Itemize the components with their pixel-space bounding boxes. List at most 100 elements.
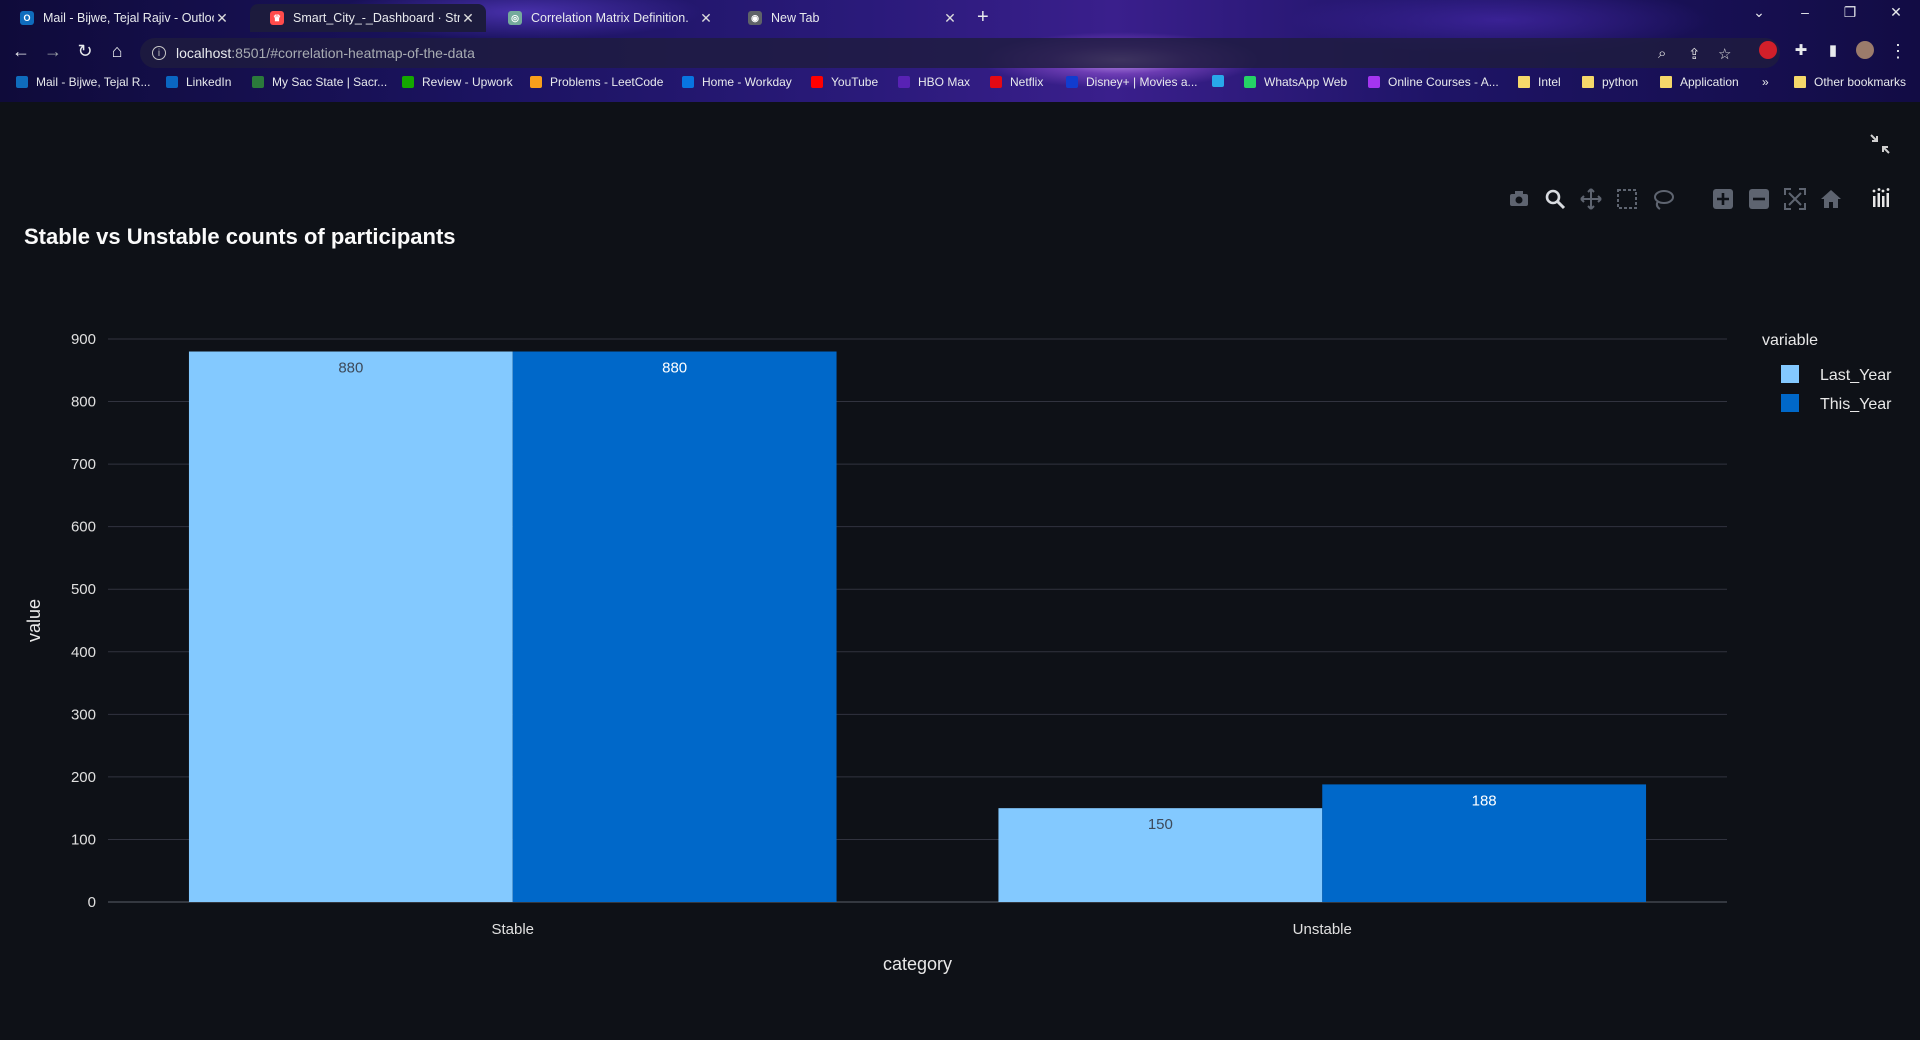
bookmark-label: WhatsApp Web xyxy=(1264,75,1348,89)
profile-avatar[interactable] xyxy=(1856,41,1874,59)
bar-this-year xyxy=(512,351,837,902)
bookmark-item[interactable]: LinkedIn xyxy=(166,75,231,89)
browser-tab[interactable]: O Mail - Bijwe, Tejal Rajiv - Outlook ✕ xyxy=(0,4,240,32)
bookmark-item[interactable]: Home - Workday xyxy=(682,75,792,89)
reload-icon[interactable]: ↻ xyxy=(77,41,93,61)
bookmark-label: LinkedIn xyxy=(186,75,232,89)
address-bar[interactable]: i localhost:8501/#correlation-heatmap-of… xyxy=(140,38,1780,68)
chrome-icon: ◉ xyxy=(748,11,762,25)
data-label: 150 xyxy=(1148,816,1173,833)
bookmark-item[interactable]: Netflix xyxy=(990,75,1043,89)
plotly-modebar xyxy=(1500,186,1910,216)
bookmark-item[interactable]: Mail - Bijwe, Tejal R... xyxy=(16,75,150,89)
browser-toolbar: ← → ↻ ⌂ i localhost:8501/#correlation-he… xyxy=(0,36,1920,68)
pan-icon[interactable] xyxy=(1578,186,1604,212)
home-icon[interactable]: ⌂ xyxy=(111,41,123,61)
zoom-in-icon[interactable] xyxy=(1710,186,1736,212)
close-tab-icon[interactable]: ✕ xyxy=(462,9,474,26)
autoscale-icon[interactable] xyxy=(1782,186,1808,212)
zoom-out-icon[interactable] xyxy=(1746,186,1772,212)
back-icon[interactable]: ← xyxy=(12,41,30,61)
tab-label: Mail - Bijwe, Tejal Rajiv - Outlook xyxy=(43,11,214,25)
bookmark-item[interactable]: WhatsApp Web xyxy=(1244,75,1347,89)
close-tab-icon[interactable]: ✕ xyxy=(700,9,712,26)
browser-chrome: O Mail - Bijwe, Tejal Rajiv - Outlook ✕ ♛ Sm… xyxy=(0,0,1920,102)
forward-icon[interactable]: → xyxy=(44,41,62,61)
legend-title: variable xyxy=(1762,332,1818,349)
bookmark-label: Home - Workday xyxy=(702,75,792,89)
bookmark-item[interactable]: Online Courses - A... xyxy=(1368,75,1499,89)
onedrive-icon xyxy=(1212,75,1224,87)
close-window-icon[interactable]: ✕ xyxy=(1890,4,1902,20)
browser-tab[interactable]: ◎ Correlation Matrix Definition. ✕ xyxy=(488,4,724,32)
menu-kebab-icon[interactable]: ⋮ xyxy=(1889,41,1907,61)
bookmark-label: python xyxy=(1602,75,1639,89)
bookmark-item[interactable]: Disney+ | Movies a... xyxy=(1066,75,1198,89)
y-tick-label: 400 xyxy=(71,644,96,661)
share-icon[interactable]: ⇪ xyxy=(1688,46,1701,63)
bookmark-item[interactable]: python xyxy=(1582,75,1638,89)
bookmark-item[interactable]: Intel xyxy=(1518,75,1561,89)
plotly-logo-icon[interactable] xyxy=(1868,186,1894,212)
bar-chart: 880 880 150 188 0 100 200 300 400 500 600 700 800 90… xyxy=(24,331,1892,974)
other-bookmarks-folder[interactable]: Other bookmarks xyxy=(1794,75,1906,89)
bar-this-year xyxy=(1322,784,1647,902)
bookmark-label: Problems - LeetCode xyxy=(550,75,664,89)
close-tab-icon[interactable]: ✕ xyxy=(216,9,228,26)
camera-icon[interactable] xyxy=(1506,186,1532,212)
bookmark-label: Disney+ | Movies a... xyxy=(1086,75,1198,89)
folder-icon xyxy=(1794,76,1806,88)
restore-icon[interactable]: ❐ xyxy=(1843,4,1857,20)
bookmark-item[interactable]: My Sac State | Sacr... xyxy=(252,75,387,89)
new-tab-button[interactable]: + xyxy=(977,6,989,28)
bookmark-item[interactable]: Application xyxy=(1660,75,1739,89)
y-tick-label: 0 xyxy=(88,894,96,911)
zoom-indicator-icon[interactable]: ⌕ xyxy=(1658,45,1667,62)
legend-item-label: Last_Year xyxy=(1820,367,1892,384)
site-info-icon[interactable]: i xyxy=(152,46,166,60)
bookmark-item[interactable]: YouTube xyxy=(811,75,878,89)
box-select-icon[interactable] xyxy=(1614,186,1640,212)
more-bookmarks-button[interactable]: » xyxy=(1762,75,1769,89)
sac-state-icon xyxy=(252,76,264,88)
close-tab-icon[interactable]: ✕ xyxy=(944,9,956,26)
streamlit-page: Stable vs Unstable counts of participant… xyxy=(0,102,1920,1040)
data-labels: 880 880 150 188 xyxy=(338,360,1496,834)
reset-axes-icon[interactable] xyxy=(1818,186,1844,212)
tab-label: New Tab xyxy=(771,11,820,25)
lasso-select-icon[interactable] xyxy=(1650,186,1676,212)
y-tick-label: 100 xyxy=(71,831,96,848)
address-host: localhost xyxy=(176,45,232,61)
legend: variable Last_Year This_Year xyxy=(1762,332,1892,413)
bookmark-item[interactable]: Review - Upwork xyxy=(402,75,513,89)
extensions-puzzle-icon[interactable]: ✚ xyxy=(1794,42,1808,59)
exit-fullscreen-icon[interactable] xyxy=(1868,132,1892,156)
y-axis-title: value xyxy=(24,599,44,642)
tab-label: Smart_City_-_Dashboard · Stream xyxy=(293,11,460,25)
upwork-icon xyxy=(402,76,414,88)
bookmark-item[interactable] xyxy=(1212,75,1232,87)
zoom-icon[interactable] xyxy=(1542,186,1568,212)
y-tick-label: 300 xyxy=(71,706,96,723)
minimize-icon[interactable]: – xyxy=(1801,4,1809,20)
workday-icon xyxy=(682,76,694,88)
bookmark-item[interactable]: Problems - LeetCode xyxy=(530,75,663,89)
browser-tab[interactable]: ♛ Smart_City_-_Dashboard · Stream✕ xyxy=(250,4,486,32)
y-tick-label: 200 xyxy=(71,769,96,786)
tab-search-icon[interactable]: ⌄ xyxy=(1753,4,1765,20)
data-label: 880 xyxy=(338,360,363,377)
bookmark-label: HBO Max xyxy=(918,75,971,89)
bookmark-item[interactable]: HBO Max xyxy=(898,75,970,89)
y-tick-label: 700 xyxy=(71,456,96,473)
legend-item-label: This_Year xyxy=(1820,396,1892,413)
extension-icon[interactable] xyxy=(1759,41,1777,59)
folder-icon xyxy=(1518,76,1530,88)
x-tick-label: Unstable xyxy=(1293,921,1352,938)
bookmark-star-icon[interactable]: ☆ xyxy=(1718,46,1732,63)
legend-swatch xyxy=(1781,394,1799,412)
address-path: :8501/#correlation-heatmap-of-the-data xyxy=(231,45,475,61)
side-panel-icon[interactable]: ▮ xyxy=(1828,42,1838,59)
bar-last-year xyxy=(188,351,513,902)
udemy-icon xyxy=(1368,76,1380,88)
browser-tab[interactable]: ◉ New Tab ✕ xyxy=(728,4,968,32)
